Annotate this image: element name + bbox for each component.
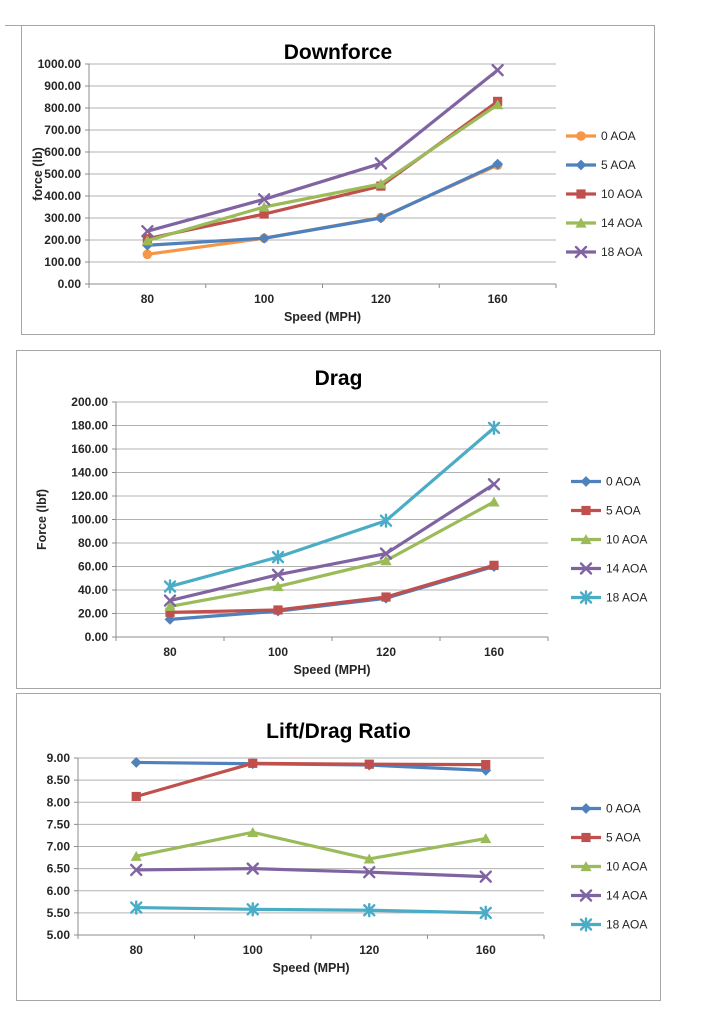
x-axis-title: Speed (MPH): [272, 961, 349, 975]
legend-label: 10 AOA: [601, 187, 642, 201]
y-tick-label: 1000.00: [38, 57, 82, 71]
series-10-aoa: [164, 496, 500, 612]
chart-panel-downforce: 0.00 100.00 200.00 300.00 400.00 500.00 600.00…: [21, 25, 655, 335]
x-tick-label: 120: [376, 645, 396, 659]
series-10-aoa: [130, 826, 492, 864]
x-tick-label: 100: [254, 292, 274, 306]
y-tick-label: 300.00: [44, 211, 81, 225]
chart-title: Downforce: [284, 41, 393, 64]
y-tick-label: 500.00: [44, 167, 81, 181]
chart-panel-drag: 0.00 20.00 40.00 60.00 80.00 100.00 120.00 140.…: [16, 350, 661, 689]
x-tick-label: 100: [268, 645, 288, 659]
y-tick-label: 100.00: [71, 513, 108, 527]
x-tick-label: 160: [476, 943, 496, 957]
series-10-aoa: [142, 96, 503, 244]
x-tick-label: 80: [130, 943, 144, 957]
series-0-aoa: [142, 160, 503, 260]
y-tick-label: 20.00: [78, 607, 108, 621]
y-axis-title: force (lb): [31, 147, 45, 200]
lift-drag-ratio-chart: 5.00 5.50 6.00 6.50 7.00 7.50 8.00 8.50 9.00 80 10…: [47, 720, 648, 975]
x-tick-label: 120: [371, 292, 391, 306]
y-tick-label: 7.50: [47, 817, 71, 831]
x-tick-label: 160: [488, 292, 508, 306]
drag-chart: 0.00 20.00 40.00 60.00 80.00 100.00 120.00 140.…: [35, 367, 647, 677]
y-tick-label: 160.00: [71, 442, 108, 456]
legend-label: 18 AOA: [606, 918, 647, 932]
y-tick-label: 200.00: [44, 233, 81, 247]
legend-label: 18 AOA: [601, 245, 642, 259]
legend: 0 AOA 5 AOA 10 AOA 14 AOA 18 AOA: [566, 129, 642, 259]
y-tick-label: 800.00: [44, 101, 81, 115]
x-tick-label: 80: [141, 292, 155, 306]
y-tick-label: 9.00: [47, 751, 71, 765]
y-tick-label: 100.00: [44, 255, 81, 269]
cropped-border-artifact: [5, 25, 22, 26]
y-tick-label: 140.00: [71, 466, 108, 480]
legend: 0 AOA 5 AOA 10 AOA 14 AOA 18 AOA: [571, 475, 647, 605]
y-tick-label: 80.00: [78, 536, 108, 550]
y-tick-label: 8.00: [47, 795, 71, 809]
legend-label: 14 AOA: [606, 562, 647, 576]
series-0-aoa: [130, 757, 492, 776]
series-14-aoa: [141, 99, 504, 246]
chart-title: Lift/Drag Ratio: [266, 720, 411, 743]
legend-label: 5 AOA: [601, 158, 636, 172]
y-tick-label: 5.00: [47, 928, 71, 942]
chart-title: Drag: [315, 367, 363, 390]
legend-label: 14 AOA: [606, 889, 647, 903]
y-tick-label: 900.00: [44, 79, 81, 93]
legend-label: 0 AOA: [606, 475, 641, 489]
legend-label: 18 AOA: [606, 591, 647, 605]
series-5-aoa: [165, 560, 499, 617]
y-tick-label: 0.00: [58, 277, 82, 291]
chart-panel-lift-drag-ratio: 5.00 5.50 6.00 6.50 7.00 7.50 8.00 8.50 9.00 80 10…: [16, 693, 661, 1001]
y-tick-label: 8.50: [47, 773, 71, 787]
x-axis-title: Speed (MPH): [293, 663, 370, 677]
legend-label: 14 AOA: [601, 216, 642, 230]
y-tick-label: 400.00: [44, 189, 81, 203]
x-axis-title: Speed (MPH): [284, 310, 361, 324]
y-tick-label: 7.00: [47, 840, 71, 854]
y-tick-label: 700.00: [44, 123, 81, 137]
series-5-aoa: [141, 158, 504, 251]
y-tick-label: 40.00: [78, 583, 108, 597]
y-tick-label: 0.00: [85, 630, 109, 644]
series-18-aoa: [141, 63, 504, 238]
x-tick-label: 160: [484, 645, 504, 659]
legend-label: 5 AOA: [606, 831, 641, 845]
y-tick-label: 60.00: [78, 560, 108, 574]
y-tick-label: 6.50: [47, 862, 71, 876]
y-axis-title: Force (lbf): [35, 489, 49, 550]
series-18-aoa: [130, 900, 492, 921]
y-tick-label: 180.00: [71, 419, 108, 433]
y-tick-label: 200.00: [71, 395, 108, 409]
legend: 0 AOA 5 AOA 10 AOA 14 AOA 18 AOA: [571, 802, 647, 932]
series-18-aoa: [163, 420, 501, 594]
y-tick-label: 6.00: [47, 884, 71, 898]
series-14-aoa: [163, 478, 501, 607]
y-tick-label: 600.00: [44, 145, 81, 159]
y-tick-label: 5.50: [47, 906, 71, 920]
x-tick-label: 80: [163, 645, 177, 659]
x-tick-label: 120: [359, 943, 379, 957]
legend-label: 0 AOA: [606, 802, 641, 816]
downforce-chart: 0.00 100.00 200.00 300.00 400.00 500.00 600.00…: [31, 41, 642, 324]
y-tick-label: 120.00: [71, 489, 108, 503]
legend-label: 5 AOA: [606, 504, 641, 518]
legend-label: 0 AOA: [601, 129, 636, 143]
x-tick-label: 100: [243, 943, 263, 957]
series-0-aoa: [164, 561, 500, 625]
series-5-aoa: [131, 758, 491, 802]
series-14-aoa: [130, 862, 492, 883]
legend-label: 10 AOA: [606, 533, 647, 547]
legend-label: 10 AOA: [606, 860, 647, 874]
